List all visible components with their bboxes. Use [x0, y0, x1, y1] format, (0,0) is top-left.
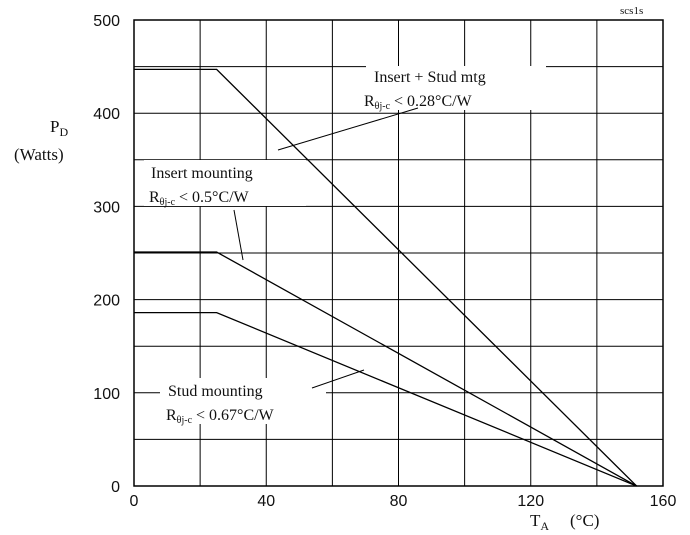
- y-tick-label: 0: [111, 479, 120, 496]
- leader-line-insert: [233, 209, 244, 261]
- x-tick-label: 160: [650, 493, 677, 510]
- y-axis-unit: (Watts): [14, 145, 64, 164]
- series-condition-stud: Rθj-c < 0.67°C/W: [166, 407, 275, 426]
- leader-line-stud: [311, 369, 365, 389]
- y-tick-label: 300: [93, 199, 120, 216]
- y-tick-label: 100: [93, 386, 120, 403]
- x-tick-label: 120: [517, 493, 544, 510]
- y-tick-label: 200: [93, 293, 120, 310]
- x-tick-label: 0: [130, 493, 139, 510]
- x-tick-label: 40: [257, 493, 275, 510]
- tick-labels: 0 40 80 120 160 0 100 200 300 400 500: [93, 13, 676, 510]
- series-lines: [134, 68, 638, 487]
- y-tick-label: 500: [93, 13, 120, 30]
- corner-label: scs1s: [620, 5, 643, 17]
- annotation-bg: [366, 66, 546, 110]
- series-condition-insert-stud: Rθj-c < 0.28°C/W: [364, 93, 473, 112]
- series-line-2: [134, 311, 637, 487]
- leader-line-insert-stud: [277, 107, 419, 151]
- series-condition-insert: Rθj-c < 0.5°C/W: [149, 189, 250, 208]
- x-axis-label: TA: [530, 511, 549, 533]
- series-line-0: [134, 68, 638, 487]
- plot-frame: [133, 19, 664, 487]
- x-tick-label: 80: [390, 493, 408, 510]
- series-line-1: [134, 251, 637, 487]
- x-axis-unit: (°C): [570, 511, 599, 530]
- annotation-bg: [160, 378, 326, 424]
- series-label-insert-stud: Insert + Stud mtg: [374, 69, 486, 86]
- series-label-stud: Stud mounting: [168, 383, 263, 400]
- annotation-bg: [144, 160, 306, 206]
- y-tick-label: 400: [93, 106, 120, 123]
- y-axis-label: PD: [50, 117, 68, 139]
- series-label-insert: Insert mounting: [151, 165, 253, 182]
